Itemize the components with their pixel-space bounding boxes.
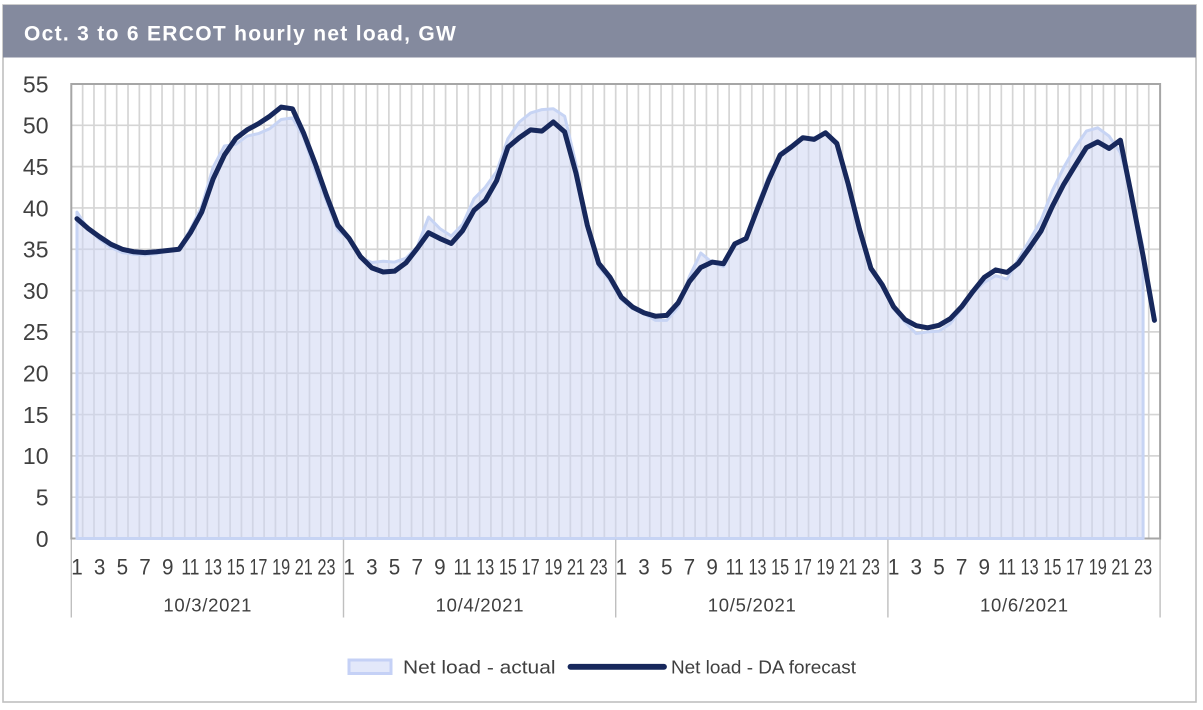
svg-text:3: 3 [638,555,650,580]
svg-text:15: 15 [499,555,517,580]
svg-text:19: 19 [544,555,562,580]
svg-text:Net load - DA forecast: Net load - DA forecast [671,657,856,678]
svg-text:9: 9 [434,555,446,580]
svg-text:1: 1 [616,555,628,580]
svg-text:13: 13 [476,555,494,580]
svg-text:5: 5 [661,555,673,580]
svg-text:7: 7 [139,555,151,580]
svg-text:21: 21 [1111,555,1129,580]
svg-text:13: 13 [1021,555,1039,580]
svg-text:1: 1 [343,555,355,580]
svg-text:25: 25 [23,319,49,345]
svg-text:19: 19 [272,555,290,580]
svg-text:20: 20 [23,361,49,387]
svg-text:21: 21 [567,555,585,580]
svg-text:13: 13 [204,555,222,580]
svg-text:11: 11 [998,555,1016,580]
svg-text:9: 9 [162,555,174,580]
svg-text:23: 23 [1134,555,1152,580]
svg-text:55: 55 [23,71,49,97]
svg-text:17: 17 [249,555,267,580]
svg-text:0: 0 [36,526,49,552]
svg-text:15: 15 [227,555,245,580]
svg-text:10/6/2021: 10/6/2021 [980,595,1068,616]
svg-text:5: 5 [389,555,401,580]
svg-text:1: 1 [888,555,900,580]
svg-text:1: 1 [71,555,83,580]
svg-text:3: 3 [94,555,106,580]
svg-text:5: 5 [36,485,49,511]
svg-text:11: 11 [454,555,472,580]
svg-text:9: 9 [706,555,718,580]
svg-text:13: 13 [748,555,766,580]
svg-text:5: 5 [933,555,945,580]
svg-text:21: 21 [839,555,857,580]
svg-text:15: 15 [1043,555,1061,580]
svg-text:7: 7 [956,555,968,580]
svg-text:11: 11 [726,555,744,580]
svg-text:5: 5 [117,555,129,580]
svg-text:3: 3 [911,555,923,580]
svg-text:7: 7 [411,555,423,580]
svg-text:3: 3 [366,555,378,580]
svg-text:19: 19 [817,555,835,580]
svg-text:17: 17 [522,555,540,580]
svg-text:19: 19 [1089,555,1107,580]
svg-text:Oct. 3 to 6 ERCOT hourly net l: Oct. 3 to 6 ERCOT hourly net load, GW [24,23,457,46]
svg-text:10/5/2021: 10/5/2021 [708,595,796,616]
svg-text:15: 15 [23,402,49,428]
svg-text:9: 9 [979,555,991,580]
svg-text:10/4/2021: 10/4/2021 [436,595,524,616]
svg-text:Net load - actual: Net load - actual [403,657,556,678]
svg-text:17: 17 [1066,555,1084,580]
svg-text:23: 23 [862,555,880,580]
svg-text:30: 30 [23,278,49,304]
svg-text:21: 21 [295,555,313,580]
svg-text:7: 7 [684,555,696,580]
svg-text:35: 35 [23,237,49,263]
svg-text:15: 15 [771,555,789,580]
svg-text:10: 10 [23,443,49,469]
svg-text:10/3/2021: 10/3/2021 [163,595,251,616]
svg-text:40: 40 [23,195,49,221]
svg-text:11: 11 [181,555,199,580]
svg-text:23: 23 [317,555,335,580]
svg-text:45: 45 [23,154,49,180]
svg-text:50: 50 [23,113,49,139]
svg-text:17: 17 [794,555,812,580]
svg-text:23: 23 [590,555,608,580]
